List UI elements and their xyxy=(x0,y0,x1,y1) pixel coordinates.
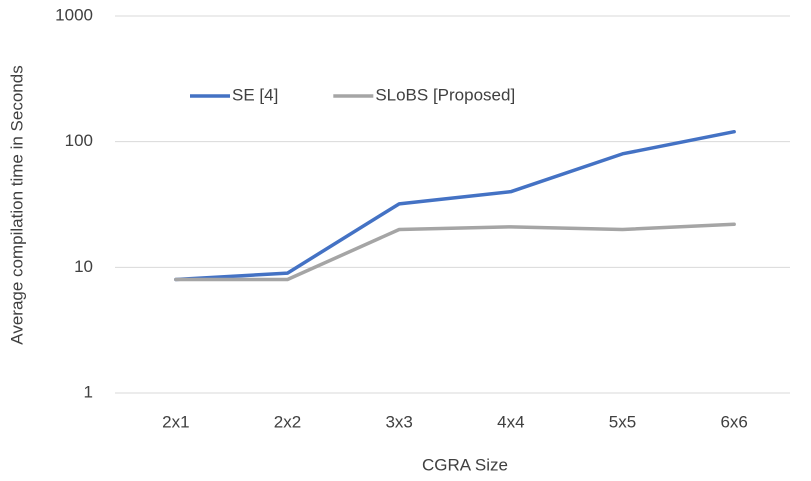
series-line xyxy=(174,222,736,282)
y-tick-label: 1 xyxy=(84,382,93,401)
x-tick-label: 2x1 xyxy=(162,412,189,431)
y-tick-label: 100 xyxy=(65,131,93,150)
y-tick-label: 10 xyxy=(74,257,93,276)
x-tick-label: 2x2 xyxy=(274,412,301,431)
x-tick-label: 4x4 xyxy=(497,412,524,431)
y-tick-label: 1000 xyxy=(55,5,93,24)
x-axis-label: CGRA Size xyxy=(422,455,508,474)
legend-label: SLoBS [Proposed] xyxy=(375,85,515,104)
legend-label: SE [4] xyxy=(232,85,278,104)
x-tick-label: 3x3 xyxy=(385,412,412,431)
series-line xyxy=(174,129,736,282)
x-tick-label: 5x5 xyxy=(609,412,636,431)
x-tick-label: 6x6 xyxy=(720,412,747,431)
y-axis-label: Average compilation time in Seconds xyxy=(7,65,26,344)
